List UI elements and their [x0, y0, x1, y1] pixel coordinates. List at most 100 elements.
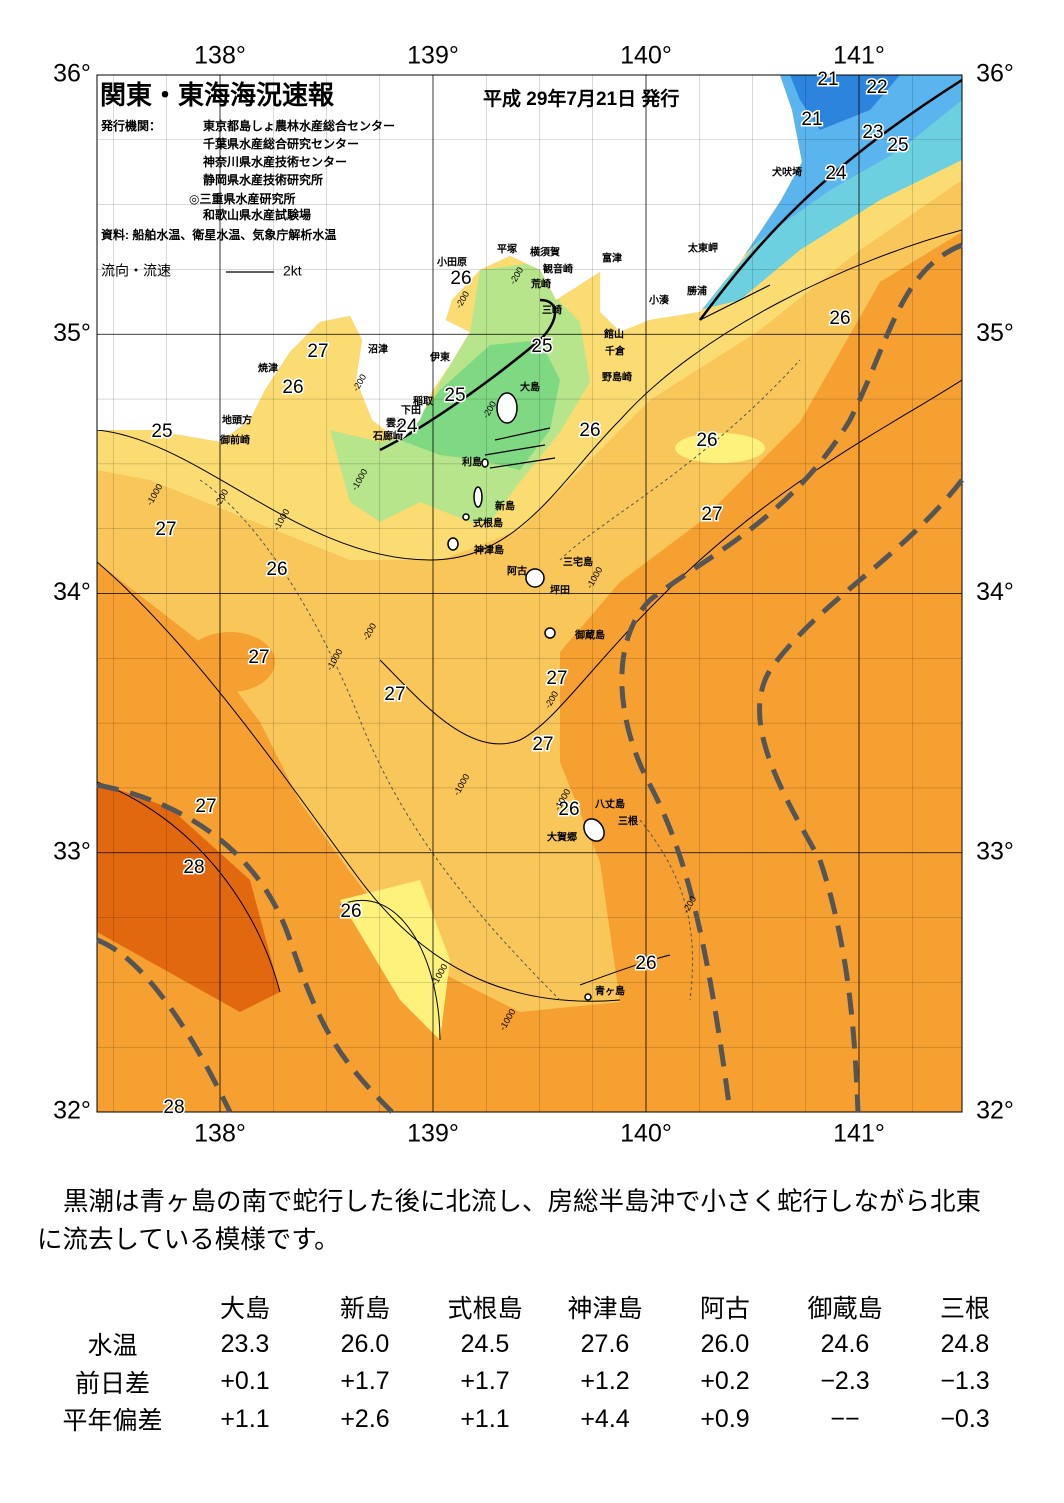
isobath — [639, 819, 693, 1001]
lat-label: 36° — [976, 60, 1014, 88]
isotherm-label: 21 — [817, 69, 838, 90]
isotherm — [97, 561, 621, 1002]
column-header: 阿古 — [699, 1294, 750, 1323]
sources: 資料: 船舶水温、衛星水温、気象庁解析水温 — [101, 227, 336, 242]
isotherm-label: 26 — [696, 430, 717, 451]
isotherm — [97, 781, 281, 993]
isotherm-label: 28 — [183, 857, 204, 878]
place-name: 雲見 — [386, 418, 406, 430]
isotherm-label: 26 — [558, 799, 579, 820]
publisher: 静岡県水産技術研究所 — [203, 172, 323, 187]
isotherm-label: 25 — [531, 336, 552, 357]
place-name: 利島 — [462, 456, 482, 469]
table-cell: 23.3 — [220, 1329, 270, 1358]
place-name: 横須賀 — [530, 246, 560, 259]
isotherm-label: 28 — [163, 1097, 184, 1118]
table-cell: 24.6 — [820, 1329, 870, 1358]
isotherm-label: 24 — [825, 163, 847, 184]
current-legend: 流向・流速 — [101, 263, 171, 279]
table-cell: +1.1 — [460, 1404, 510, 1433]
isotherm-label: 26 — [579, 420, 600, 441]
sst-table: 大島 新島 式根島 神津島 阿古 御蔵島 三根 水温 23.3 26.0 24.5 27.6 26.0 2… — [40, 1288, 1025, 1438]
kuroshio-line — [757, 478, 964, 1113]
place-name: 青ヶ島 — [595, 985, 625, 998]
table-cell: +1.7 — [340, 1367, 390, 1396]
zone-23 — [400, 340, 560, 470]
isotherm-label: 26 — [340, 901, 361, 922]
isotherm-label: 26 — [282, 377, 303, 398]
zone-cool — [675, 433, 765, 463]
kuroshio-line — [619, 242, 963, 1113]
lon-label: 141° — [833, 1120, 885, 1148]
place-name: 観音崎 — [543, 263, 573, 276]
isotherm-label: 27 — [701, 504, 722, 525]
zone-21 — [790, 75, 900, 130]
island — [584, 993, 592, 1001]
column-header: 神津島 — [567, 1294, 643, 1323]
place-name: 三宅島 — [563, 556, 593, 569]
map: 関東・東海海況速報 平成 29年7月21日 発行 発行機関： 資料: 船舶水温、… — [53, 42, 1014, 1148]
place-name: 太東岬 — [687, 242, 718, 255]
table-row: 前日差 +0.1 +1.7 +1.7 +1.2 +0.2 −2.3 −1.3 — [40, 1363, 1025, 1401]
kuroshio-line — [96, 937, 233, 1114]
table-header-row: 大島 新島 式根島 神津島 阿古 御蔵島 三根 — [40, 1288, 1025, 1326]
isotherm — [379, 379, 962, 745]
publisher: ◎三重県水産研究所 — [189, 191, 295, 206]
publisher: 和歌山県水産試験場 — [202, 207, 311, 222]
table-cell: −− — [830, 1404, 860, 1433]
isotherm — [379, 298, 557, 452]
lat-label: 32° — [53, 1097, 91, 1125]
zone-cool — [340, 880, 450, 1040]
isotherm — [339, 899, 441, 1041]
island — [462, 513, 470, 521]
place-name: 八丈島 — [594, 798, 625, 811]
lat-label: 34° — [976, 578, 1014, 606]
island — [544, 627, 556, 639]
isotherm-label: 27 — [532, 734, 553, 755]
row-label: 平年偏差 — [62, 1407, 163, 1436]
table-cell: +1.7 — [460, 1367, 510, 1396]
table-cell: −2.3 — [820, 1367, 870, 1396]
table-cell: +1.2 — [580, 1367, 630, 1396]
place-name: 館山 — [603, 328, 624, 341]
table-cell: 26.0 — [700, 1329, 750, 1358]
place-name: 坪田 — [550, 584, 570, 597]
lon-label: 140° — [620, 42, 672, 70]
lat-label: 33° — [53, 837, 91, 865]
island — [583, 818, 605, 842]
table-cell: +0.9 — [700, 1404, 750, 1433]
lat-label: 35° — [53, 319, 91, 347]
place-name: 阿古 — [507, 565, 527, 578]
table-cell: +1.1 — [220, 1404, 270, 1433]
column-header: 式根島 — [447, 1294, 523, 1323]
kuroshio-line — [96, 782, 394, 1114]
table-cell: +4.4 — [580, 1404, 630, 1433]
current-arrow — [484, 444, 546, 456]
publisher: 東京都島しょ農林水産総合センター — [203, 118, 395, 133]
isotherm — [97, 229, 962, 561]
isobath — [199, 479, 561, 1001]
isotherm-label: 25 — [444, 385, 465, 406]
current-arrow — [699, 284, 771, 321]
column-header: 大島 — [219, 1294, 270, 1323]
lon-label: 141° — [833, 42, 885, 70]
isotherm-label: 27 — [546, 668, 567, 689]
place-name: 富津 — [602, 252, 622, 265]
table-cell: 24.5 — [460, 1329, 510, 1358]
kuroshio-axis — [96, 242, 964, 1114]
isotherm-label: 23 — [862, 122, 883, 143]
isotherm — [579, 954, 671, 986]
place-name: 千倉 — [605, 345, 626, 358]
place-name: 伊東 — [429, 351, 450, 364]
table-cell: +0.2 — [700, 1367, 750, 1396]
table-cell: 27.6 — [580, 1329, 630, 1358]
table-cell: −1.3 — [940, 1367, 990, 1396]
lon-label: 138° — [194, 42, 246, 70]
isotherm-label: 27 — [195, 796, 216, 817]
isotherm-label: 25 — [151, 421, 172, 442]
table-cell: +2.6 — [340, 1404, 390, 1433]
lat-label: 34° — [53, 578, 91, 606]
table-cell: 24.8 — [940, 1329, 990, 1358]
place-name: 新島 — [495, 500, 515, 513]
place-name: 勝浦 — [687, 285, 707, 298]
